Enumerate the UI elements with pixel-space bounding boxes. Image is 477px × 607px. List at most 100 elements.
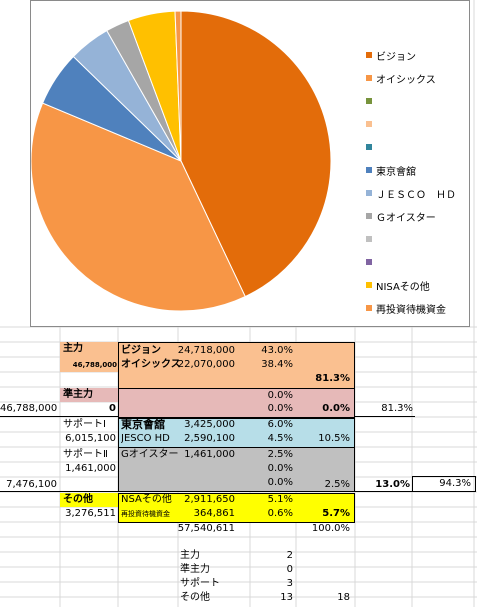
- main-total: 46,788,000: [72, 361, 117, 369]
- separator-line: [0, 416, 118, 417]
- legend-item: [366, 93, 376, 109]
- count-value-support: 3: [286, 578, 293, 589]
- legend-item: 東京會舘: [366, 162, 416, 178]
- legend-swatch: [366, 259, 372, 265]
- main-row-pct-1: 43.0%: [261, 345, 293, 356]
- support2-group-box: [118, 447, 355, 492]
- sub-main-pct-1: 0.0%: [267, 390, 293, 401]
- other-row-pct-2: 0.6%: [267, 508, 293, 519]
- legend-swatch: [366, 282, 372, 288]
- legend-swatch: [366, 52, 372, 58]
- main-row-value-1: 24,718,000: [177, 345, 235, 356]
- legend-swatch: [366, 305, 372, 311]
- other-row-name-1: NSAその他: [121, 494, 172, 505]
- pie-slice[interactable]: [174, 10, 182, 162]
- main-row-name-2: オイシックス: [121, 359, 181, 370]
- support1-sum: 10.5%: [318, 433, 350, 444]
- support2-left-total: 7,476,100: [6, 479, 57, 490]
- separator-line: [355, 491, 475, 492]
- legend-item: [366, 139, 376, 155]
- pie-slice[interactable]: [31, 102, 246, 312]
- support1-group-box: [118, 418, 355, 448]
- count-label-sub-main: 準主力: [180, 564, 210, 575]
- legend-swatch: [366, 144, 372, 150]
- support2-row-pct-3: 0.0%: [267, 477, 293, 488]
- support1-row-value-1: 3,425,000: [184, 419, 235, 430]
- count-label-support: サポート: [180, 578, 220, 589]
- sub-main-sum: 0.0%: [322, 403, 350, 414]
- support2-row-pct-2: 0.0%: [267, 463, 293, 474]
- support2-label: サポートⅡ: [63, 449, 108, 460]
- total-line: [175, 522, 353, 523]
- other-group-box: [118, 493, 355, 523]
- legend-item: [366, 116, 376, 132]
- grand-total: 57,540,611: [177, 523, 235, 534]
- sub-main-label: 準主力: [63, 389, 93, 400]
- other-row-value-2: 364,861: [193, 508, 235, 519]
- legend-item: ビジョン: [366, 47, 416, 63]
- grand-pct: 100.0%: [311, 523, 350, 534]
- support2-sum: 2.5%: [324, 479, 350, 490]
- main-row-value-2: 22,070,000: [177, 359, 235, 370]
- pie-chart: [31, 10, 331, 312]
- count-value-main: 2: [286, 550, 293, 561]
- main-group-box: [118, 342, 355, 389]
- support2-row-pct-1: 2.5%: [267, 449, 293, 460]
- legend-item: Ｇオイスター: [366, 208, 436, 224]
- support1-label: サポートⅠ: [63, 419, 106, 430]
- legend-label: ビジョン: [376, 51, 416, 63]
- cumulative-pct-2: 94.3%: [439, 478, 471, 489]
- separator-line: [0, 491, 118, 492]
- pie-slice[interactable]: [180, 10, 331, 298]
- count-value-total: 18: [337, 592, 350, 603]
- support2-total: 1,461,000: [65, 463, 116, 474]
- legend-item: [366, 231, 376, 247]
- support1-row-value-2: 2,590,100: [184, 433, 235, 444]
- other-row-pct-1: 5.1%: [267, 494, 293, 505]
- other-row-value-1: 2,911,650: [184, 494, 235, 505]
- legend-swatch: [366, 98, 372, 104]
- count-label-main: 主力: [180, 550, 200, 561]
- support-total-pct: 13.0%: [375, 479, 410, 490]
- legend-swatch: [366, 236, 372, 242]
- count-value-other: 13: [280, 592, 293, 603]
- separator-line: [355, 416, 415, 417]
- legend-item: NISAその他: [366, 277, 430, 293]
- sub-main-left-total: 46,788,000: [0, 403, 57, 414]
- other-label-bg: [60, 493, 118, 507]
- main-row-pct-2: 38.4%: [261, 359, 293, 370]
- main-label: 主力: [63, 343, 83, 354]
- legend-label: 東京會舘: [376, 166, 416, 178]
- legend-label: Ｇオイスター: [376, 212, 436, 224]
- legend-swatch: [366, 190, 372, 196]
- cumulative-pct-1: 81.3%: [381, 403, 413, 414]
- other-label: その他: [63, 494, 93, 505]
- sub-main-label-bg: [60, 388, 118, 402]
- other-row-name-2: 再投資待機資金: [121, 510, 170, 518]
- other-sum: 5.7%: [322, 508, 350, 519]
- legend-swatch: [366, 121, 372, 127]
- legend-label: NISAその他: [376, 281, 430, 293]
- legend-swatch: [366, 213, 372, 219]
- legend-swatch: [366, 167, 372, 173]
- support1-total: 6,015,100: [65, 433, 116, 444]
- support2-row-value-1: 1,461,000: [184, 449, 235, 460]
- count-value-sub-main: 0: [286, 564, 293, 575]
- main-sum-pct: 81.3%: [315, 373, 350, 384]
- support1-row-name-2: JESCO HD: [121, 433, 170, 444]
- support1-row-pct-2: 4.5%: [267, 433, 293, 444]
- support1-row-pct-1: 6.0%: [267, 419, 293, 430]
- pie-chart-container[interactable]: ビジョンオイシックス 東京會舘 ＪＥＳＣＯ ＨＤ Ｇオイスター NISAその他再投資待機…: [30, 0, 470, 327]
- support1-row-name-1: 東京會舘: [121, 418, 165, 431]
- legend-swatch: [366, 75, 372, 81]
- legend-label: オイシックス: [376, 74, 436, 86]
- legend-label: ＪＥＳＣＯ ＨＤ: [376, 189, 456, 201]
- legend-item: オイシックス: [366, 70, 436, 86]
- main-label-bg: [60, 342, 118, 372]
- other-total: 3,276,511: [65, 508, 116, 519]
- legend-item: 再投資待機資金: [366, 300, 446, 316]
- legend-item: [366, 254, 376, 270]
- legend-item: ＪＥＳＣＯ ＨＤ: [366, 185, 456, 201]
- sub-main-group-box: [118, 388, 355, 418]
- support2-row-name-1: Gオイスター: [121, 449, 179, 460]
